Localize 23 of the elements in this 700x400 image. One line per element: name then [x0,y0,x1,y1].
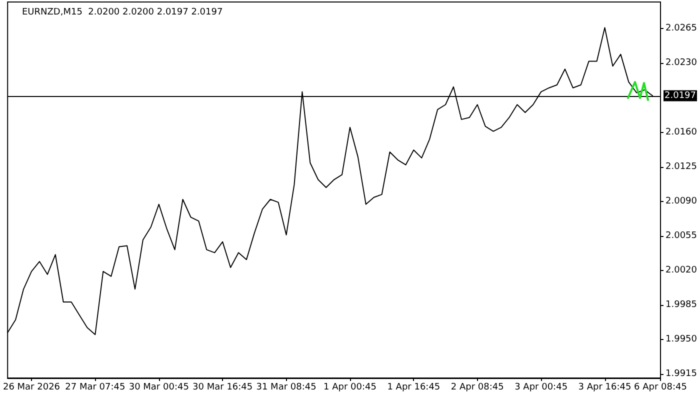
x-tick-label: 30 Mar 00:45 [128,382,189,392]
x-tick-label: 26 Mar 2026 [2,382,60,392]
y-tick-label: 1.9950 [666,334,698,345]
x-tick-label: 27 Mar 07:45 [65,382,126,392]
x-tick-label: 30 Mar 16:45 [192,382,253,392]
x-tick-label: 1 Apr 00:45 [324,382,376,392]
text: EURNZD,M15 2.0200 2.0200 2.0197 2.0197 [22,8,223,18]
y-tick-label: 2.0265 [666,24,698,34]
y-tick-label: 2.0055 [666,230,698,241]
y-tick-label: 2.0090 [666,196,698,206]
x-tick-label: 3 Apr 00:45 [514,382,568,392]
x-tick-label: 3 Apr 16:45 [578,382,632,392]
y-tick-label: 2.0020 [666,265,698,276]
y-tick-label: 1.9985 [666,300,698,310]
ref-line-label: 2.0197 [664,90,696,101]
x-tick-label: 1 Apr 16:45 [387,382,440,392]
x-tick-label: 6 Apr 08:45 [634,382,687,392]
y-tick-label: 2.0125 [666,162,698,172]
x-tick-label: 2 Apr 08:45 [450,382,504,392]
y-tick-label: 2.0160 [666,127,698,138]
x-tick-label: 31 Mar 08:45 [256,382,316,392]
y-tick-label: 2.0230 [666,58,698,68]
y-tick-label: 1.9915 [666,369,698,380]
